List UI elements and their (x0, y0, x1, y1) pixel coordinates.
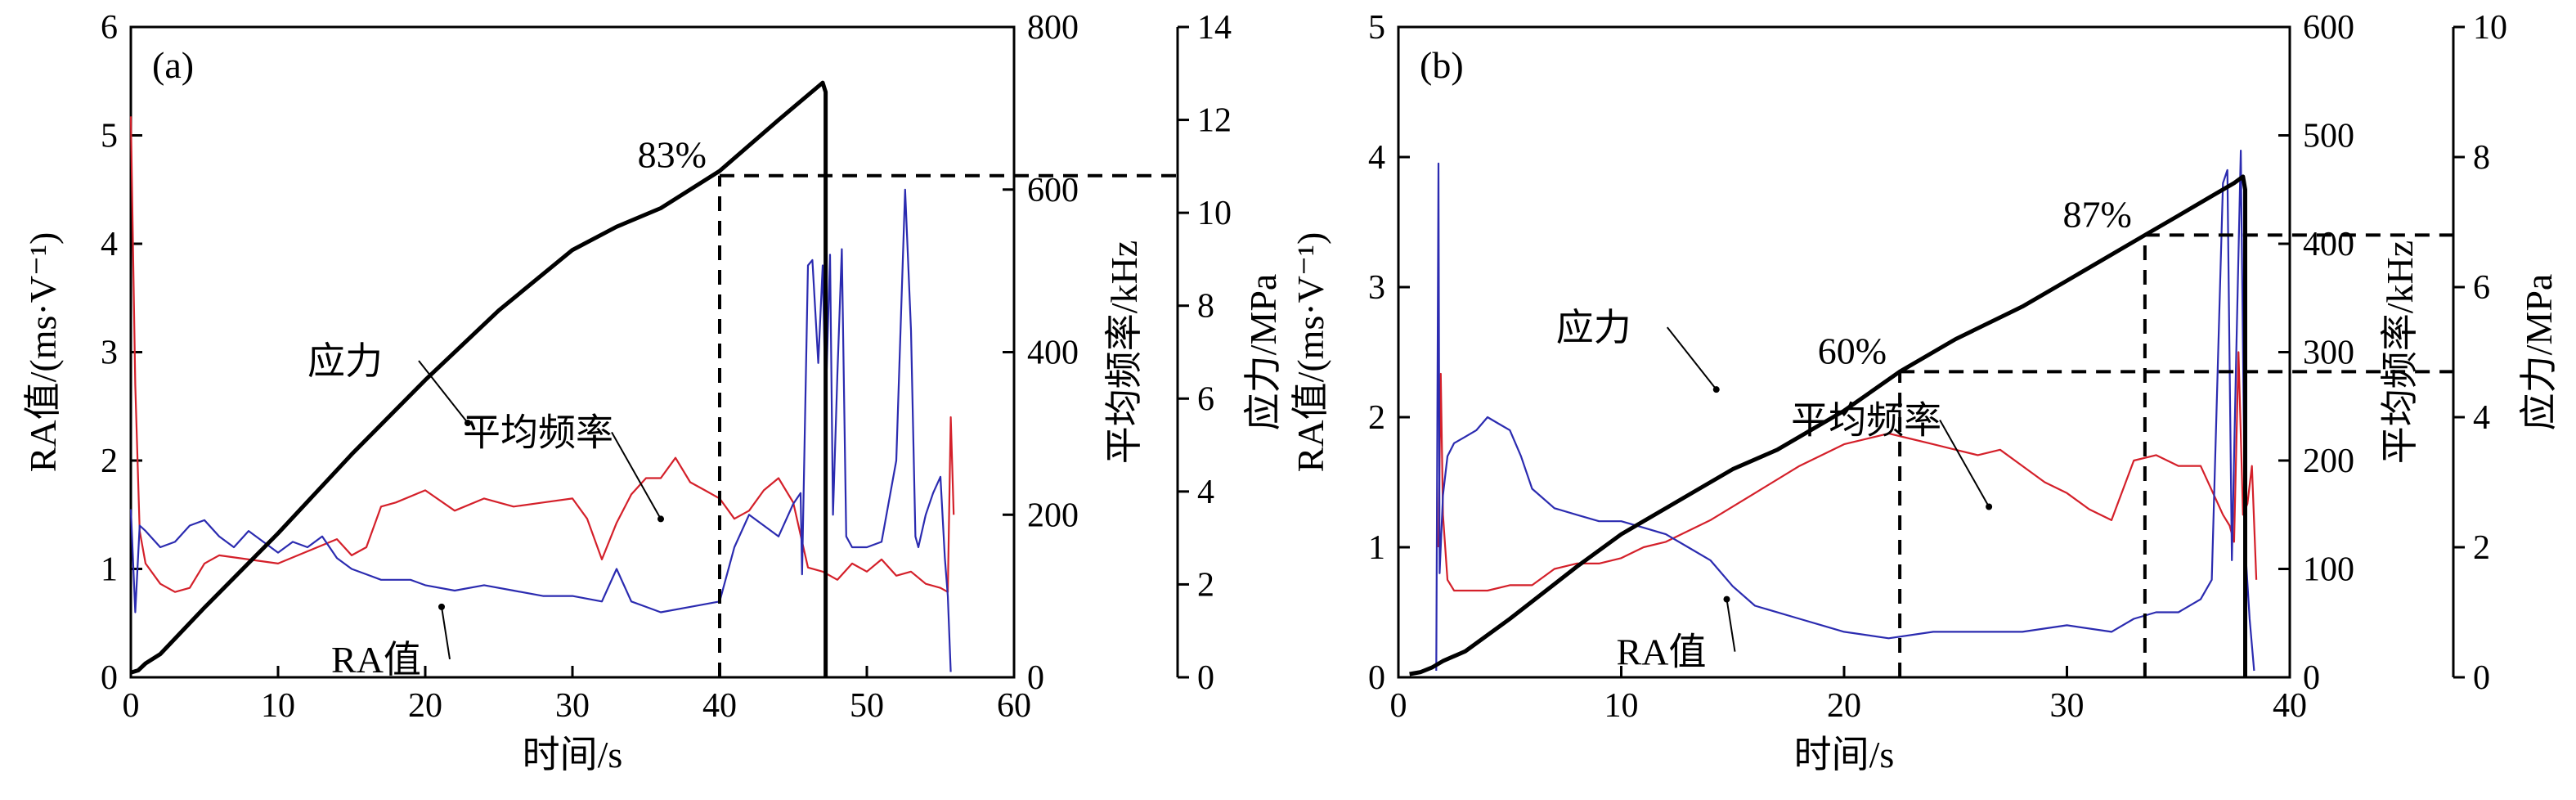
y-stress-tick-label: 10 (2473, 9, 2507, 47)
annotation-leader (418, 360, 469, 424)
threshold-label: 60% (1818, 330, 1887, 371)
plot-frame (129, 25, 1016, 679)
annotation-leader (611, 431, 662, 519)
y-stress-axis-title: 应力/MPa (1242, 274, 1284, 431)
annotation-arrowhead (438, 603, 445, 610)
y-freq-tick-label: 200 (2303, 443, 2354, 480)
y-stress-tick-label: 14 (1197, 9, 1232, 47)
x-tick-label: 20 (1827, 687, 1861, 725)
y-freq-axis-title: 平均频率/kHz (1103, 240, 1145, 464)
series-line-avg-freq (129, 116, 955, 593)
x-tick-label: 0 (1390, 687, 1407, 725)
y-freq-tick-label: 0 (2303, 659, 2320, 697)
annotation-arrowhead (1712, 386, 1720, 393)
y-stress-tick-label: 2 (2473, 529, 2490, 567)
y-freq-tick-label: 800 (1027, 9, 1079, 47)
series-annotation-avg-freq: 平均频率 (463, 411, 613, 453)
series-line-avg-freq (1437, 351, 2258, 592)
x-axis-title: 时间/s (1794, 734, 1895, 775)
y-stress-tick-label: 8 (2473, 139, 2490, 177)
annotation-arrowhead (657, 515, 664, 523)
threshold-label: 87% (2063, 193, 2132, 235)
x-tick-label: 40 (2273, 687, 2307, 725)
y-freq-tick-label: 300 (2303, 335, 2354, 372)
x-tick-label: 20 (408, 687, 442, 725)
y-stress-tick-label: 0 (1197, 659, 1214, 697)
y-left-axis-title: RA值/(ms·V⁻¹) (1290, 232, 1331, 473)
y-stress-tick-label: 6 (2473, 269, 2490, 307)
y-stress-tick-label: 4 (1197, 474, 1214, 511)
y-freq-tick-label: 100 (2303, 551, 2354, 589)
annotation-arrowhead (1986, 503, 1993, 510)
x-tick-label: 0 (123, 687, 140, 725)
x-tick-label: 50 (850, 687, 884, 725)
y-freq-tick-label: 600 (2303, 9, 2354, 47)
threshold-label: 83% (638, 134, 707, 176)
y-freq-tick-label: 0 (1027, 659, 1044, 697)
series-line-stress (130, 80, 828, 677)
series-annotation-avg-freq: 平均频率 (1791, 400, 1941, 442)
annotation-arrowhead (464, 420, 471, 427)
panel-a: 0 10 20 30 40 50 60012345602004006008000246810… (22, 9, 1284, 775)
y-left-tick-label: 4 (101, 226, 118, 263)
annotation-arrowhead (1723, 596, 1730, 603)
y-freq-axis-title: 平均频率/kHz (2379, 240, 2421, 464)
y-left-tick-label: 2 (1368, 399, 1385, 437)
x-tick-label: 30 (555, 687, 590, 725)
series-line-stress (1409, 174, 2247, 677)
y-left-tick-label: 5 (101, 118, 118, 155)
y-left-tick-label: 1 (1368, 529, 1385, 567)
series-line-ra (1435, 150, 2255, 672)
x-tick-label: 30 (2050, 687, 2085, 725)
y-stress-tick-label: 2 (1197, 566, 1214, 604)
panel-b: 0 10 20 30 400123450100200300400500600024681… (1290, 9, 2560, 775)
y-left-axis-title: RA值/(ms·V⁻¹) (22, 232, 64, 473)
series-line-ra (129, 188, 952, 672)
annotation-leader (1939, 420, 1990, 507)
y-freq-tick-label: 400 (1027, 335, 1079, 372)
y-stress-tick-label: 10 (1197, 195, 1232, 232)
y-stress-tick-label: 12 (1197, 102, 1232, 140)
y-left-tick-label: 6 (101, 9, 118, 47)
annotation-leader (1666, 326, 1717, 390)
y-stress-tick-label: 8 (1197, 288, 1214, 326)
y-stress-axis-title: 应力/MPa (2518, 274, 2560, 431)
x-axis-title: 时间/s (523, 734, 623, 775)
annotation-leader (1726, 599, 1736, 652)
annotation-leader (441, 606, 451, 660)
y-left-tick-label: 5 (1368, 9, 1385, 47)
y-left-tick-label: 1 (101, 551, 118, 589)
y-stress-tick-label: 4 (2473, 399, 2490, 437)
panel-label: (a) (152, 44, 194, 86)
y-freq-tick-label: 500 (2303, 118, 2354, 155)
y-left-tick-label: 3 (101, 335, 118, 372)
x-tick-label: 10 (1604, 687, 1639, 725)
y-left-tick-label: 0 (1368, 659, 1385, 697)
y-stress-tick-label: 6 (1197, 380, 1214, 418)
series-annotation-ra: RA值 (1617, 631, 1707, 673)
x-tick-label: 10 (261, 687, 295, 725)
y-left-tick-label: 0 (101, 659, 118, 697)
y-stress-tick-label: 0 (2473, 659, 2490, 697)
x-tick-label: 40 (702, 687, 737, 725)
x-tick-label: 60 (997, 687, 1031, 725)
series-annotation-ra: RA值 (331, 639, 421, 681)
panel-label: (b) (1420, 44, 1464, 86)
y-freq-tick-label: 600 (1027, 172, 1079, 209)
y-left-tick-label: 2 (101, 443, 118, 480)
y-left-tick-label: 3 (1368, 269, 1385, 307)
y-freq-tick-label: 200 (1027, 497, 1079, 534)
y-left-tick-label: 4 (1368, 139, 1385, 177)
series-annotation-stress: 应力 (307, 340, 383, 382)
series-annotation-stress: 应力 (1556, 307, 1631, 348)
y-freq-tick-label: 400 (2303, 226, 2354, 263)
